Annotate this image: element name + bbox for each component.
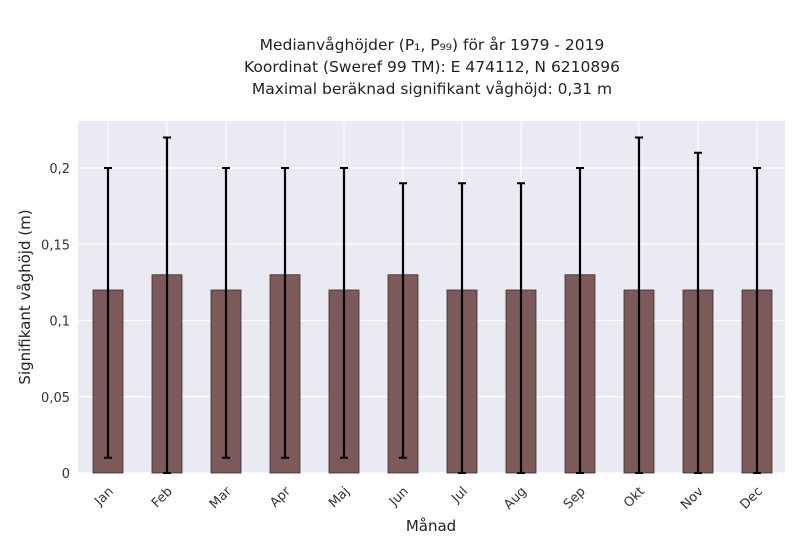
chart-title-line-2: Koordinat (Sweref 99 TM): E 474112, N 62… <box>244 58 620 76</box>
error-bar-mar <box>222 167 230 459</box>
error-bar-jan <box>104 167 112 459</box>
x-tick-label-mar: Mar <box>207 484 235 512</box>
y-tick-label: 0,05 <box>41 391 70 406</box>
error-bar-jul <box>458 182 466 474</box>
error-bar-maj <box>340 167 348 459</box>
plot-background <box>78 121 785 473</box>
error-bar-aug <box>517 182 525 474</box>
y-tick-label: 0 <box>62 467 70 482</box>
chart-title-line-1: Medianvåghöjder (P₁, P₉₉) för år 1979 - … <box>259 36 605 54</box>
x-tick-label-jan: Jan <box>91 484 116 509</box>
error-bar-layer <box>104 136 761 474</box>
y-tick-label: 0,15 <box>41 238 70 253</box>
x-tick-label-aug: Aug <box>501 484 530 513</box>
error-bar-feb <box>163 136 171 474</box>
x-tick-label-sep: Sep <box>561 484 589 512</box>
y-axis-label: Signifikant våghöjd (m) <box>16 209 34 384</box>
x-tick-label-okt: Okt <box>621 484 648 511</box>
chart-title: Medianvåghöjder (P₁, P₉₉) för år 1979 - … <box>0 34 800 100</box>
error-bar-jun <box>399 182 407 459</box>
chart-title-line-3: Maximal beräknad signifikant våghöjd: 0,… <box>251 80 613 98</box>
y-tick-layer: 0 0,05 0,1 0,15 0,2 <box>41 162 70 482</box>
error-bar-sep <box>576 167 584 474</box>
error-bar-dec <box>753 167 761 474</box>
error-bar-nov <box>694 151 702 474</box>
x-axis-label: Månad <box>406 517 456 535</box>
x-tick-label-maj: Maj <box>326 484 353 511</box>
y-tick-label: 0,1 <box>49 315 70 330</box>
x-tick-label-dec: Dec <box>737 484 765 512</box>
x-tick-layer: Jan Feb Mar Apr Maj Jun Jul Aug Sep Okt Nov Dec <box>91 484 765 513</box>
error-bar-apr <box>281 167 289 459</box>
error-bar-okt <box>635 136 643 474</box>
x-tick-label-jun: Jun <box>386 484 412 510</box>
x-tick-label-apr: Apr <box>267 484 294 511</box>
y-tick-label: 0,2 <box>49 162 70 177</box>
x-tick-label-nov: Nov <box>678 484 707 513</box>
x-tick-label-jul: Jul <box>448 484 470 506</box>
x-tick-label-feb: Feb <box>149 484 176 511</box>
